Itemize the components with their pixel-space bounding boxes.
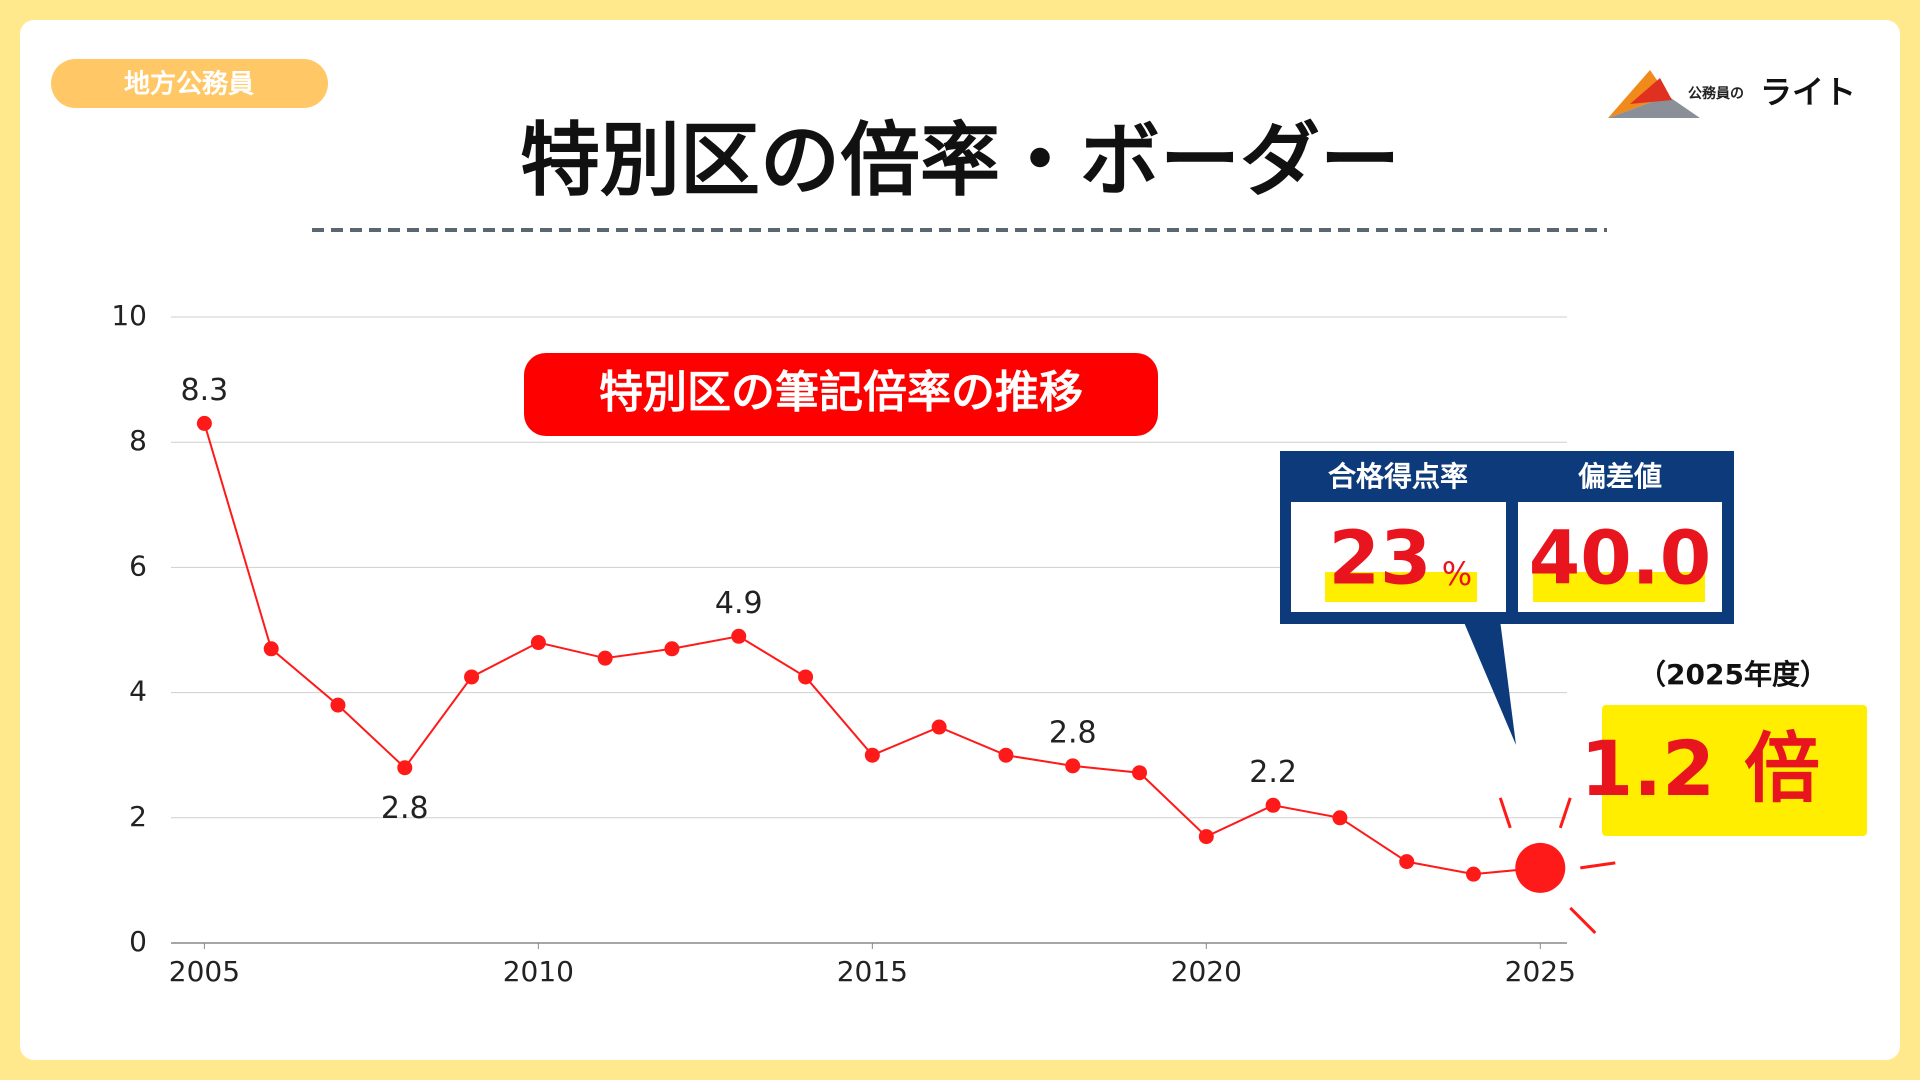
point: [464, 669, 480, 685]
y-tick-label: 6: [129, 549, 147, 582]
brand-small: 公務員の: [1688, 85, 1744, 102]
point: [664, 641, 680, 657]
point: [263, 641, 279, 657]
y-tick-label: 0: [129, 925, 147, 958]
ray: [1498, 797, 1512, 829]
point: [931, 719, 947, 735]
point: [1332, 810, 1348, 826]
point: [1265, 797, 1281, 813]
point: [330, 697, 346, 713]
x-tick-label: 2020: [1171, 955, 1242, 988]
x-tick-label: 2005: [169, 955, 240, 988]
pointer: [1463, 620, 1516, 745]
callout-period: （2025年度）: [1638, 658, 1828, 691]
chart-title-bg: [524, 353, 1158, 436]
point: [1515, 842, 1566, 893]
x-tick-label: 2025: [1505, 955, 1576, 988]
title: 特別区の倍率・ボーダー: [520, 114, 1400, 207]
point: [530, 635, 546, 651]
score-unit: %: [1442, 555, 1472, 593]
y-tick-label: 4: [129, 675, 147, 708]
ray: [1558, 797, 1572, 829]
value-label: 2.8: [1049, 715, 1097, 750]
point: [1065, 758, 1081, 774]
value-label: 2.2: [1249, 755, 1297, 790]
x-tick-label: 2015: [837, 955, 908, 988]
badge-bg: [51, 59, 328, 108]
brand-name: ライト: [1760, 73, 1856, 111]
score-label: 偏差値: [1578, 460, 1662, 493]
x-tick-label: 2010: [503, 955, 574, 988]
point: [1465, 866, 1481, 882]
point: [1132, 765, 1148, 781]
chart-title: 特別区の筆記倍率の推移: [599, 367, 1083, 418]
point: [196, 415, 212, 431]
point: [1399, 854, 1415, 870]
point: [597, 650, 613, 666]
value-label: 4.9: [715, 586, 763, 621]
y-tick-label: 2: [129, 800, 147, 833]
logo: 公務員の ライト: [1608, 70, 1856, 118]
highlight: [1533, 572, 1705, 602]
callout-box: [1602, 705, 1867, 836]
badge: 地方公務員: [124, 69, 254, 100]
highlight: [1325, 572, 1477, 602]
score-label: 合格得点率: [1328, 460, 1468, 493]
callout-value: 1.2: [1580, 724, 1715, 813]
point: [397, 760, 413, 776]
card: [20, 20, 1900, 1060]
value-label: 2.8: [381, 791, 429, 826]
y-tick-label: 8: [129, 424, 147, 457]
point: [998, 747, 1014, 763]
callout-unit: 倍: [1744, 724, 1820, 813]
score-value: 23: [1329, 516, 1432, 602]
point: [864, 747, 880, 763]
y-tick-label: 10: [111, 299, 147, 332]
ray: [1580, 861, 1616, 870]
ray: [1569, 906, 1597, 934]
point: [1198, 829, 1214, 845]
point: [798, 669, 814, 685]
point: [731, 628, 747, 644]
value-label: 8.3: [181, 373, 229, 408]
score-value: 40.0: [1529, 516, 1712, 602]
